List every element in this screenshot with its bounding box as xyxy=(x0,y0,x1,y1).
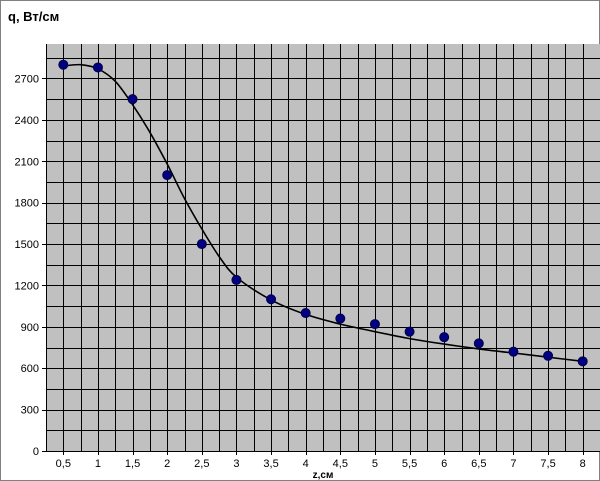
x-tick-label: 5 xyxy=(372,458,378,470)
data-point xyxy=(473,338,484,349)
x-tick-label: 4,5 xyxy=(333,458,348,470)
y-tick-label: 2100 xyxy=(15,156,39,168)
x-tick-label: 0,5 xyxy=(56,458,71,470)
data-points-group xyxy=(58,59,588,367)
x-tick-label: 6,5 xyxy=(471,458,486,470)
y-tick-label: 1500 xyxy=(15,239,39,251)
data-point xyxy=(335,313,346,324)
data-point xyxy=(92,62,103,73)
y-tick-label: 1200 xyxy=(15,280,39,292)
x-tick-label: 2 xyxy=(164,458,170,470)
chart-title: q, Вт/см xyxy=(8,9,59,24)
data-point xyxy=(231,274,242,285)
y-tick-label: 900 xyxy=(21,322,39,334)
x-tick-label: 1,5 xyxy=(125,458,140,470)
y-tick-label: 2400 xyxy=(15,115,39,127)
data-point xyxy=(508,346,519,357)
x-tick-label: 7 xyxy=(510,458,516,470)
y-tick-label: 0 xyxy=(33,446,39,458)
data-point xyxy=(577,356,588,367)
y-tick-label: 1800 xyxy=(15,198,39,210)
x-tick-label: 6 xyxy=(441,458,447,470)
axes xyxy=(46,44,600,452)
x-tick-label: 7,5 xyxy=(540,458,555,470)
data-point xyxy=(196,239,207,250)
x-tick-label: 2,5 xyxy=(194,458,209,470)
grid-lines xyxy=(46,44,600,451)
x-tick-label: 5,5 xyxy=(402,458,417,470)
y-tick-labels: 0 300 600 900 1200 1500 1800 2100 2400 2700 xyxy=(15,73,46,458)
x-tick-labels: 0,5 1 1,5 2 2,5 3 3,5 4 4,5 5 5,5 6 6,5 7 7,5 8 xyxy=(56,451,586,470)
x-tick-label: 8 xyxy=(580,458,586,470)
x-axis-title: z,см xyxy=(313,470,334,481)
y-tick-label: 600 xyxy=(21,363,39,375)
x-tick-label: 3 xyxy=(233,458,239,470)
data-point xyxy=(543,350,554,361)
data-point xyxy=(369,319,380,330)
y-tick-label: 300 xyxy=(21,405,39,417)
x-tick-label: 4 xyxy=(303,458,309,470)
data-point xyxy=(266,294,277,305)
data-point xyxy=(127,94,138,105)
y-tick-label: 2700 xyxy=(15,73,39,85)
data-point xyxy=(300,308,311,319)
data-point xyxy=(404,326,415,337)
x-tick-label: 3,5 xyxy=(263,458,278,470)
data-point xyxy=(58,59,69,70)
data-point xyxy=(439,332,450,343)
data-point xyxy=(162,170,173,181)
x-tick-label: 1 xyxy=(95,458,101,470)
